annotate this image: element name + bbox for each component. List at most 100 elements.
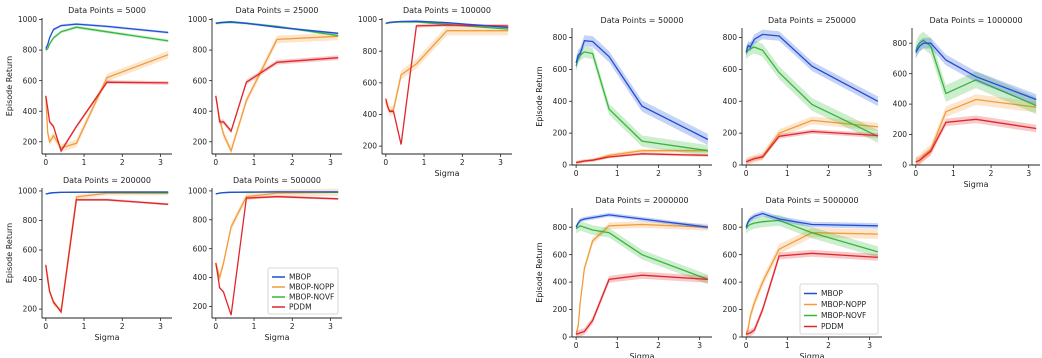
series-line-mbop xyxy=(215,191,339,195)
series-band-mbop-nopp xyxy=(45,191,169,313)
series-line-mbop-novf xyxy=(745,46,879,137)
series-band-mbop-novf xyxy=(746,40,878,143)
y-tick-label: 400 xyxy=(723,97,738,106)
series-band-pddm xyxy=(385,23,509,147)
x-tick-label: 1 xyxy=(785,169,790,178)
chart-panel: 0 1 2 3 200 400 600 800 1000 Data Points = 5000 Ep… xyxy=(5,6,172,167)
series-line-mbop-novf xyxy=(45,26,169,51)
y-tick-label: 600 xyxy=(723,65,738,74)
legend-label: MBOP-NOVF xyxy=(821,311,866,320)
series-line-pddm xyxy=(45,81,169,153)
series-line-pddm xyxy=(45,199,169,314)
series-line-pddm xyxy=(215,57,339,133)
x-tick-label: 1 xyxy=(82,322,87,331)
y-tick-label: 1000 xyxy=(18,187,37,196)
y-tick-label: 600 xyxy=(363,78,378,87)
series-band-mbop-nopp xyxy=(215,188,339,282)
series-band-mbop-nopp xyxy=(215,32,339,154)
series-line-mbop-novf xyxy=(575,51,708,152)
y-tick-label: 200 xyxy=(553,129,568,138)
y-tick-label: 400 xyxy=(193,107,208,116)
x-axis-label: Sigma xyxy=(264,333,289,342)
chart-title: Data Points = 100000 xyxy=(403,6,491,15)
y-tick-label: 600 xyxy=(23,76,38,85)
y-tick-label: 800 xyxy=(193,215,208,224)
series-line-pddm xyxy=(575,153,708,164)
x-axis-label: Sigma xyxy=(799,352,824,358)
x-tick-label: 2 xyxy=(656,169,661,178)
chart-title: Data Points = 50000 xyxy=(601,16,684,25)
chart-title: Data Points = 200000 xyxy=(63,176,151,185)
y-axis-label: Episode Return xyxy=(535,242,544,303)
x-tick-label: 0 xyxy=(744,169,749,178)
legend: MBOP MBOP-NOPP MBOP-NOVF PDDM xyxy=(799,283,879,335)
series-line-mbop-nopp xyxy=(45,54,169,149)
x-tick-label: 1 xyxy=(951,169,956,178)
x-tick-label: 3 xyxy=(158,322,163,331)
chart-title: Data Points = 5000000 xyxy=(765,196,858,205)
series-line-pddm xyxy=(745,252,878,335)
y-tick-label: 200 xyxy=(553,305,568,314)
x-tick-label: 3 xyxy=(498,158,503,167)
series-band-mbop-nopp xyxy=(385,25,509,116)
x-axis-label: Sigma xyxy=(434,169,459,178)
y-tick-label: 1000 xyxy=(188,15,207,24)
chart-panel: 0 1 2 3 200 400 600 800 1000 Data Points = 25000 xyxy=(188,6,342,167)
x-tick-label: 2 xyxy=(120,322,125,331)
legend-label: MBOP-NOVF xyxy=(289,293,334,302)
series-line-pddm xyxy=(385,24,509,145)
y-tick-label: 0 xyxy=(902,161,907,170)
y-tick-label: 600 xyxy=(553,250,568,259)
series-line-mbop xyxy=(575,214,708,228)
y-tick-label: 600 xyxy=(193,76,208,85)
series-line-mbop-nopp xyxy=(575,223,708,335)
series-band-pddm xyxy=(746,129,878,165)
y-tick-label: 600 xyxy=(193,244,208,253)
series-line-pddm xyxy=(745,130,878,163)
series-line-mbop xyxy=(745,212,878,228)
chart-title: Data Points = 250000 xyxy=(768,16,856,25)
y-tick-label: 200 xyxy=(193,302,208,311)
y-tick-label: 200 xyxy=(893,130,908,139)
series-line-pddm xyxy=(215,196,339,316)
y-tick-label: 600 xyxy=(893,69,908,78)
legend-label: PDDM xyxy=(821,322,844,331)
x-tick-label: 3 xyxy=(158,158,163,167)
y-tick-label: 400 xyxy=(893,100,908,109)
chart-title: Data Points = 1000000 xyxy=(929,16,1022,25)
x-axis-label: Sigma xyxy=(629,352,654,358)
x-tick-label: 0 xyxy=(213,158,218,167)
y-tick-label: 800 xyxy=(23,46,38,55)
series-band-mbop xyxy=(746,29,878,107)
y-tick-label: 400 xyxy=(553,97,568,106)
series-band-pddm xyxy=(576,271,708,337)
y-tick-label: 800 xyxy=(363,47,378,56)
x-tick-label: 1 xyxy=(252,322,257,331)
y-tick-label: 200 xyxy=(23,137,38,146)
series-band-pddm xyxy=(45,198,169,314)
chart-title: Data Points = 5000 xyxy=(68,6,146,15)
x-tick-label: 3 xyxy=(1026,169,1031,178)
x-tick-label: 1 xyxy=(615,169,620,178)
series-band-mbop-nopp xyxy=(746,116,878,165)
x-tick-label: 2 xyxy=(826,341,831,350)
chart-panel: 0 1 2 3 0 200 400 600 800 Data Points = 5000000 Si… xyxy=(723,196,882,358)
chart-panel: 0 1 2 3 200 400 600 800 1000 Data Points = 500000… xyxy=(188,176,342,342)
x-tick-label: 2 xyxy=(460,158,465,167)
legend-label: MBOP-NOPP xyxy=(289,283,334,292)
chart-panel: 0 1 2 3 200 400 600 800 1000 Data Points = 200000… xyxy=(5,176,172,342)
series-line-mbop xyxy=(45,191,169,195)
series-line-mbop xyxy=(575,40,709,141)
x-tick-label: 1 xyxy=(785,341,790,350)
legend-label: MBOP xyxy=(821,289,843,298)
y-tick-label: 800 xyxy=(193,46,208,55)
y-tick-label: 400 xyxy=(193,273,208,282)
x-tick-label: 2 xyxy=(989,169,994,178)
y-tick-label: 200 xyxy=(193,137,208,146)
x-tick-label: 0 xyxy=(383,158,388,167)
series-line-mbop xyxy=(915,42,1037,101)
legend-label: PDDM xyxy=(289,303,312,312)
y-tick-label: 200 xyxy=(363,142,378,151)
y-tick-label: 1000 xyxy=(18,15,37,24)
